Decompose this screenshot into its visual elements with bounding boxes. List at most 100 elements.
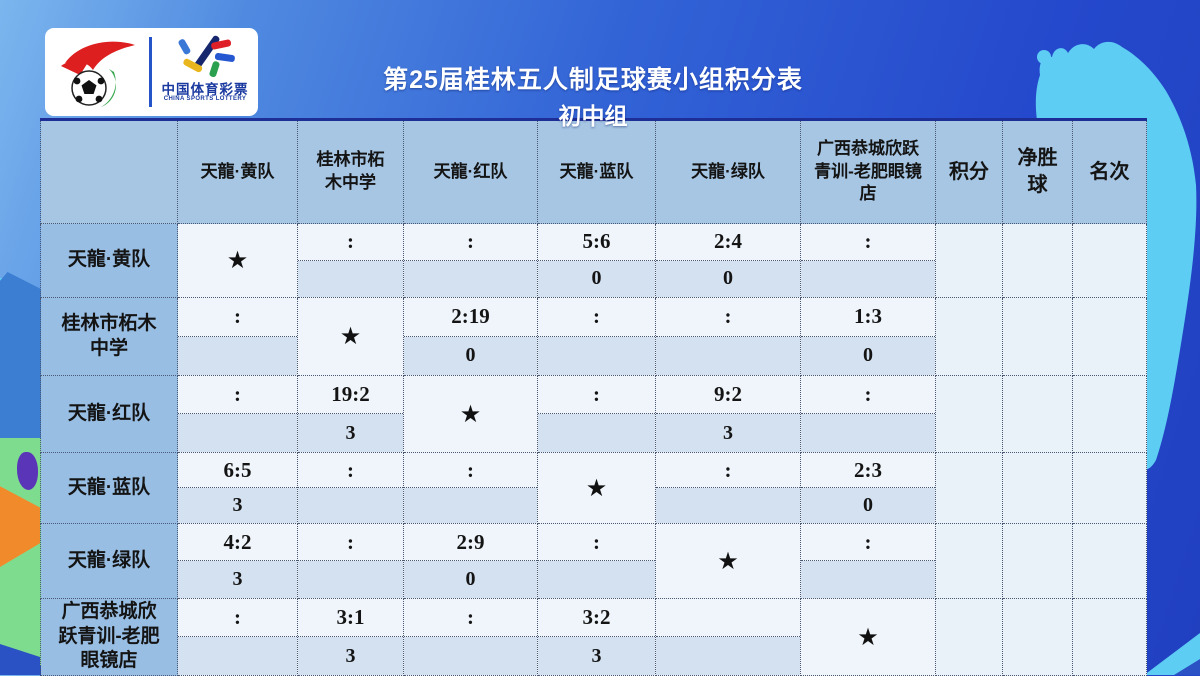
lottery-name-cn: 中国体育彩票 xyxy=(161,82,249,97)
col-header-points: 积分 xyxy=(935,119,1003,224)
match-cell: : xyxy=(297,452,404,524)
match-score: 1:3 xyxy=(801,298,935,337)
match-points: 0 xyxy=(404,336,537,375)
match-points xyxy=(538,414,655,452)
match-points: 3 xyxy=(298,414,403,452)
match-cell: 9:2 3 xyxy=(655,375,801,453)
self-match-cell: ★ xyxy=(800,598,936,676)
table-row: 天龍·黄队 ★ : : 5:6 0 2:4 0 : xyxy=(40,223,1147,298)
match-cell: : xyxy=(403,452,538,524)
sports-lottery-logo-icon xyxy=(178,35,235,77)
match-points xyxy=(404,637,537,675)
match-cell: 2:9 0 xyxy=(403,523,538,599)
points-cell xyxy=(935,523,1003,599)
match-points xyxy=(178,336,297,375)
points-cell xyxy=(935,297,1003,376)
match-cell: 4:2 3 xyxy=(177,523,298,599)
star-icon: ★ xyxy=(585,474,608,502)
star-icon: ★ xyxy=(339,323,362,350)
logo-divider xyxy=(149,37,152,107)
match-cell: : xyxy=(297,223,404,298)
star-icon: ★ xyxy=(857,623,879,651)
rank-cell xyxy=(1072,375,1147,453)
match-points xyxy=(538,561,655,598)
match-points: 3 xyxy=(178,488,297,523)
match-cell: : xyxy=(800,375,936,453)
match-points: 0 xyxy=(538,260,655,297)
match-score: : xyxy=(178,599,297,637)
match-points xyxy=(801,260,935,297)
goal-diff-cell xyxy=(1002,598,1073,676)
match-cell: : xyxy=(655,452,801,524)
col-header-rank: 名次 xyxy=(1072,119,1147,224)
star-icon: ★ xyxy=(717,547,739,575)
self-match-cell: ★ xyxy=(297,297,404,376)
match-score: : xyxy=(404,224,537,261)
match-cell: 5:6 0 xyxy=(537,223,656,298)
match-points xyxy=(801,414,935,452)
table-row: 天龍·绿队 4:2 3 : 2:9 0 : ★ : xyxy=(40,523,1147,599)
match-cell: : xyxy=(537,375,656,453)
match-score: 2:3 xyxy=(801,453,935,488)
self-match-cell: ★ xyxy=(177,223,298,298)
row-label-team-zhemu: 桂林市柘木中学 xyxy=(40,297,178,376)
match-points xyxy=(656,637,800,675)
sponsor-logo-box: 中国体育彩票 CHINA SPORTS LOTTERY xyxy=(45,28,258,116)
match-cell: : xyxy=(403,223,538,298)
match-points xyxy=(178,414,297,452)
match-points xyxy=(656,488,800,523)
match-cell: 1:3 0 xyxy=(800,297,936,376)
match-score: : xyxy=(801,376,935,414)
col-header-team-zhemu: 桂林市柘木中学 xyxy=(297,119,404,224)
match-score: : xyxy=(178,376,297,414)
match-score: 4:2 xyxy=(178,524,297,561)
left-artwork-purple xyxy=(17,452,38,490)
match-score: 6:5 xyxy=(178,453,297,488)
goal-diff-cell xyxy=(1002,297,1073,376)
table-row: 广西恭城欣跃青训-老肥眼镜店 : 3:1 3 : 3:2 3 ★ xyxy=(40,598,1147,676)
match-score: : xyxy=(298,224,403,261)
match-score: 3:1 xyxy=(298,599,403,637)
match-points xyxy=(298,561,403,598)
match-cell: : xyxy=(177,297,298,376)
match-cell: : xyxy=(297,523,404,599)
match-score: : xyxy=(656,298,800,337)
match-cell: : xyxy=(655,297,801,376)
match-cell: : xyxy=(403,598,538,676)
match-score: 2:9 xyxy=(404,524,537,561)
row-label-team-guangxi: 广西恭城欣跃青训-老肥眼镜店 xyxy=(40,598,178,676)
match-score: : xyxy=(538,298,655,337)
row-label-team-yellow: 天龍·黄队 xyxy=(40,223,178,298)
rank-cell xyxy=(1072,297,1147,376)
match-score: : xyxy=(298,453,403,488)
page-title: 第25届桂林五人制足球赛小组积分表 初中组 xyxy=(40,60,1146,131)
rank-cell xyxy=(1072,452,1147,524)
match-score: 9:2 xyxy=(656,376,800,414)
col-header-team-red: 天龍·红队 xyxy=(403,119,538,224)
match-score: : xyxy=(404,453,537,488)
col-header-goal-diff: 净胜球 xyxy=(1002,119,1073,224)
table-row: 桂林市柘木中学 : ★ 2:19 0 : : 1:3 0 xyxy=(40,297,1147,376)
match-cell: : xyxy=(537,523,656,599)
row-label-team-red: 天龍·红队 xyxy=(40,375,178,453)
title-line-1: 第25届桂林五人制足球赛小组积分表 xyxy=(383,66,803,94)
match-points xyxy=(404,488,537,523)
match-points xyxy=(298,260,403,297)
points-cell xyxy=(935,452,1003,524)
points-cell xyxy=(935,375,1003,453)
match-cell: 6:5 3 xyxy=(177,452,298,524)
match-score: : xyxy=(801,524,935,561)
match-score: 3:2 xyxy=(538,599,655,637)
col-header-team-blue: 天龍·蓝队 xyxy=(537,119,656,224)
match-cell: 2:4 0 xyxy=(655,223,801,298)
match-cell: 2:3 0 xyxy=(800,452,936,524)
match-score: : xyxy=(404,599,537,637)
col-header-team-green: 天龍·绿队 xyxy=(655,119,801,224)
match-score: : xyxy=(298,524,403,561)
match-points xyxy=(656,336,800,375)
match-cell: : xyxy=(800,223,936,298)
match-cell: 3:2 3 xyxy=(537,598,656,676)
goal-diff-cell xyxy=(1002,223,1073,298)
goal-diff-cell xyxy=(1002,523,1073,599)
match-score: : xyxy=(178,298,297,337)
